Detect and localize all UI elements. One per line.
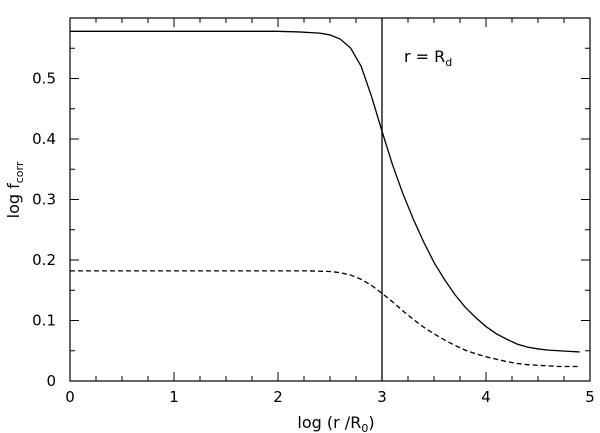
vertical-marker-label-main: r = R [404,47,445,66]
x-tick-labels: 0 1 2 3 4 5 [65,388,595,406]
plot-frame [69,17,591,382]
x-axis-label-main: log (r /R [297,413,361,432]
y-tick-label: 0.2 [32,251,56,269]
x-tick-label: 2 [273,388,283,406]
x-axis-label-close: ) [368,413,374,432]
y-tick-label: 0.1 [32,312,56,330]
y-tick-label: 0.3 [32,191,56,209]
series-layer [70,30,580,368]
x-axis-label: log (r /R0) [297,413,374,433]
y-tick-labels: 0 0.1 0.2 0.3 0.4 0.5 [32,70,56,391]
vertical-marker-label-subscript: d [445,56,452,69]
y-axis-label-main: log f [4,183,23,218]
y-tick-label: 0.5 [32,70,56,88]
x-tick-label: 4 [481,388,491,406]
x-tick-label: 0 [65,388,75,406]
y-axis-label-subscript: corr [13,161,26,183]
axis-ticks [69,18,591,382]
x-tick-label: 3 [377,388,387,406]
x-tick-label: 5 [585,388,595,406]
y-axis-label: log fcorr [4,161,26,218]
dashed-series-line [70,270,580,368]
vertical-marker-label: r = Rd [404,47,452,69]
x-tick-label: 1 [169,388,179,406]
x-axis-label-subscript: 0 [361,422,368,433]
solid-series-line [70,30,580,353]
y-tick-label: 0.4 [32,130,56,148]
y-tick-label: 0 [46,372,56,390]
